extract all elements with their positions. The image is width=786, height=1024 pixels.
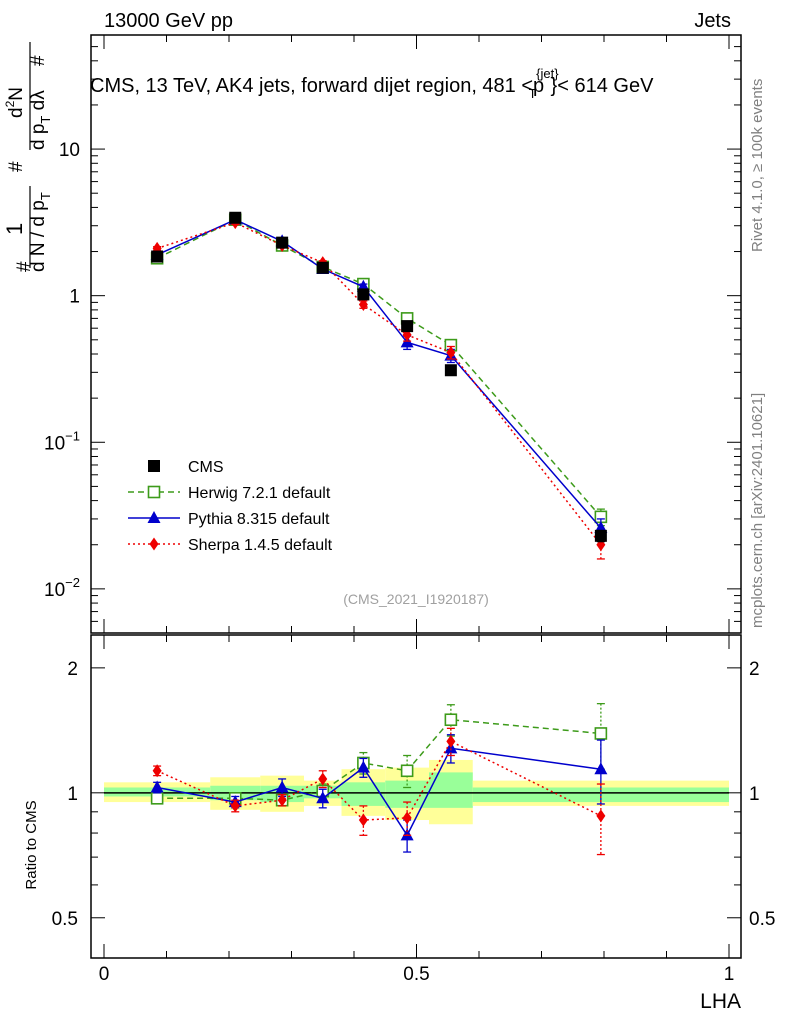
legend-entry-sherpa: Sherpa 1.4.5 default [128,537,333,554]
ratio-line-pythia [156,747,601,837]
ratio-point-herwig [594,727,608,740]
y-title-part-1: # [14,261,35,272]
ratio-y-tick-label: 1 [67,784,78,805]
main-line-pythia [156,218,602,529]
ratio-y-tick-label-right: 2 [749,659,760,680]
main-line-sherpa [156,221,602,546]
axes-group: 0 0.5 1 10−2 10−1 1 10 0.5 0.5 1 1 2 2 [44,34,775,985]
main-point-cms [276,236,289,249]
main-point-cms [316,261,329,274]
ratio-point-pythia [150,780,164,793]
x-tick-label: 1 [724,964,735,985]
x-tick-label: 0 [99,964,110,985]
rivet-version-label: Rivet 4.1.0, ≥ 100k events [749,79,766,252]
ratio-point-sherpa [358,813,368,827]
legend-entry-cms: CMS [148,459,224,476]
ratio-line-herwig [157,718,601,801]
legend-entry-herwig: Herwig 7.2.1 default [128,485,331,502]
ratio-point-pythia [356,760,370,773]
y-title-part-3: d N / d pT [28,192,53,272]
ratio-band-inner [341,782,386,806]
legend-label-sherpa: Sherpa 1.4.5 default [188,537,333,554]
legend-label-cms: CMS [188,459,224,476]
main-series-cms [151,211,607,543]
main-point-cms [357,288,370,301]
analysis-id-label: (CMS_2021_I1920187) [343,591,489,607]
ratio-series-sherpa [152,727,606,856]
legend-label-pythia: Pythia 8.315 default [188,511,330,528]
ratio-point-sherpa [402,811,412,825]
ratio-point-pythia [275,780,289,793]
ratio-y-tick-label-right: 0.5 [749,909,775,930]
ratio-point-herwig [400,764,414,778]
main-point-cms [151,250,164,263]
ratio-point-sherpa [446,734,456,748]
y-title-part-4: # [6,161,27,172]
header-energy-label: 13000 GeV pp [104,10,233,32]
ratio-y-tick-label: 0.5 [52,909,78,930]
ratio-point-sherpa [152,764,162,778]
ratio-panel-series [150,702,608,856]
legend-label-herwig: Herwig 7.2.1 default [188,485,331,502]
main-point-cms [401,320,414,333]
ratio-y-axis-title: Ratio to CMS [23,800,40,889]
y-title-part-7: # [28,55,49,66]
main-y-tick-label: 10−1 [44,428,80,454]
ratio-point-pythia [594,762,608,775]
ratio-point-herwig [444,713,458,727]
main-point-cms [444,364,457,377]
x-axis-title: LHA [700,990,741,1013]
plot-title: CMS, 13 TeV, AK4 jets, forward dijet reg… [90,66,654,101]
main-y-tick-label: 10−2 [44,575,80,601]
x-tick-label: 0.5 [403,964,429,985]
legend-marker-sherpa [149,537,159,551]
legend-marker-cms [148,460,160,472]
plot-title-suffix: }< 614 GeV [551,75,655,97]
plot-title-sub: T [529,86,537,101]
main-y-axis-title: # 1 d N / d pT # d2N d pT dλ # [2,42,53,272]
main-y-tick-label: 1 [69,287,80,308]
legend-entry-pythia: Pythia 8.315 default [128,511,330,528]
mcplots-label: mcplots.cern.ch [arXiv:2401.10621] [749,393,766,628]
main-panel-series [150,211,608,560]
main-point-cms [594,529,607,542]
ratio-y-tick-label: 2 [67,659,78,680]
header-jets-label: Jets [694,10,731,32]
plot-title-sup: {jet} [536,66,559,81]
y-title-part-2: 1 [2,223,27,235]
plot-title-prefix: CMS, 13 TeV, AK4 jets, forward dijet reg… [90,75,544,97]
main-point-cms [229,211,242,224]
ratio-point-sherpa [596,809,606,823]
ratio-point-sherpa [277,793,287,807]
main-point-sherpa [358,298,368,312]
ratio-point-herwig [150,792,164,805]
ratio-point-sherpa [230,799,240,813]
legend: CMS Herwig 7.2.1 default Pythia 8.315 defa… [128,459,333,554]
legend-marker-herwig [147,485,161,499]
legend-marker-pythia [147,511,161,523]
ratio-point-sherpa [318,772,328,786]
ratio-point-pythia [316,791,330,804]
main-point-sherpa [446,345,456,359]
ratio-y-tick-label-right: 1 [749,784,760,805]
main-y-tick-label: 10 [59,140,80,161]
